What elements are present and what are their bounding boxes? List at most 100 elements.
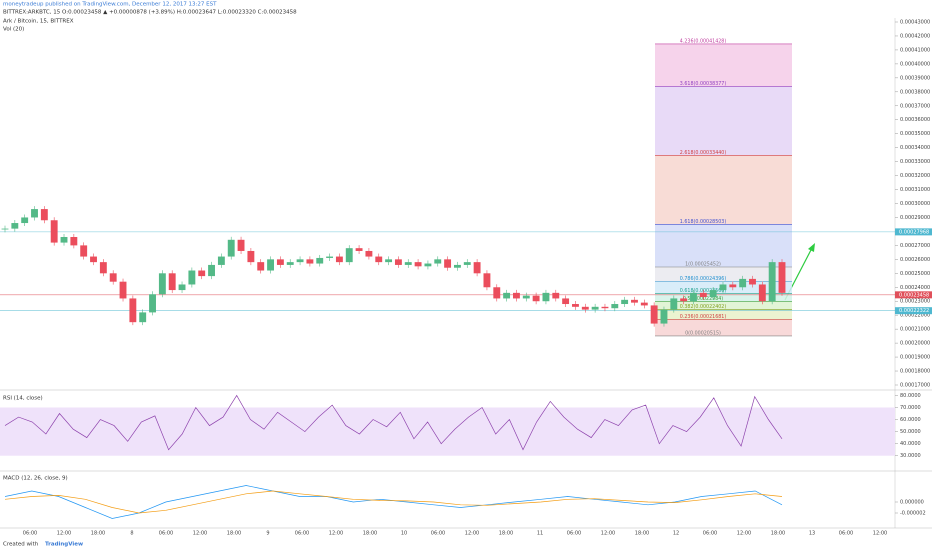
candle [70, 237, 78, 246]
candle [178, 284, 186, 291]
candle [562, 298, 570, 305]
fib-zone [655, 266, 792, 282]
rsi-tick-label: 60.0000 [900, 417, 921, 423]
candle [680, 298, 688, 302]
price-tick-label: 0.00029000 [900, 215, 930, 221]
candle [208, 264, 215, 277]
candle [385, 259, 393, 263]
candle [168, 273, 176, 291]
price-tick-label: 0.00040000 [900, 61, 930, 67]
price-marker-badge [895, 291, 932, 299]
candle [670, 298, 678, 310]
fib-label: 0.236(0.00021681) [680, 314, 727, 320]
candle [522, 295, 530, 299]
candle [483, 273, 491, 288]
fib-label: 4.236(0.00041428) [680, 38, 727, 44]
time-label: 06:00 [567, 531, 581, 537]
price-tick-label: 0.00031000 [900, 187, 930, 193]
time-label: 12:00 [465, 531, 479, 537]
candle [513, 292, 520, 299]
candle [267, 259, 274, 271]
fib-label: 3.618(0.00038377) [680, 81, 727, 87]
candle [119, 281, 127, 299]
time-label: 12:00 [57, 531, 71, 537]
price-tick-label: 0.00026000 [900, 257, 930, 263]
time-label: 06:00 [703, 531, 717, 537]
candle [326, 256, 334, 258]
candle [257, 262, 265, 271]
macd-line [4, 490, 783, 514]
candle [758, 284, 766, 302]
price-tick-label: 0.00042000 [900, 33, 930, 39]
price-marker-label: 0.00027968 [899, 229, 929, 235]
time-label: 12:00 [329, 531, 343, 537]
candle [473, 262, 481, 274]
time-label: 18:00 [771, 531, 785, 537]
candle [90, 256, 97, 263]
candle [217, 256, 225, 265]
candle [139, 312, 147, 323]
candle [778, 262, 786, 293]
price-tick-label: 0.00032000 [900, 173, 930, 179]
candle [355, 248, 363, 251]
candle [50, 220, 58, 243]
fib-label: 0(0.00020515) [685, 330, 721, 336]
price-tick-label: 0.00037000 [900, 103, 930, 109]
candle [227, 239, 235, 257]
price-tick-label: 0.00043000 [900, 20, 930, 26]
candle [453, 264, 461, 268]
candle [601, 306, 609, 309]
time-label: 06:00 [431, 531, 445, 537]
rsi-tick-label: 70.0000 [900, 405, 921, 411]
candle [709, 290, 717, 298]
candle [404, 262, 412, 265]
candle [129, 298, 137, 323]
volume-label: Vol (20) [3, 27, 24, 33]
candle [463, 262, 471, 265]
price-tick-label: 0.00025000 [900, 271, 930, 277]
candle [335, 256, 343, 263]
candle [11, 223, 19, 229]
macd-tick-label: 0.000000 [900, 500, 924, 506]
fib-label: 0.786(0.00024396) [680, 276, 727, 282]
time-label: 12:00 [193, 531, 207, 537]
price-marker-label: 0.00023458 [899, 292, 929, 298]
candle [365, 250, 373, 257]
price-tick-label: 0.00035000 [900, 131, 930, 137]
time-label: 18:00 [227, 531, 241, 537]
candle [650, 305, 658, 324]
time-label: 18:00 [91, 531, 105, 537]
fib-zone [655, 319, 792, 336]
price-tick-label: 0.00036000 [900, 117, 930, 123]
footer-brand[interactable]: TradingView [45, 542, 83, 548]
price-marker-badge [895, 307, 932, 315]
candle [99, 262, 107, 274]
candle [60, 237, 68, 243]
time-label: 9 [266, 531, 269, 537]
price-tick-label: 0.00024000 [900, 285, 930, 291]
fib-zone [655, 155, 792, 225]
price-tick-label: 0.00017000 [900, 383, 930, 389]
rsi-band [0, 407, 895, 456]
rsi-tick-label: 80.0000 [900, 393, 921, 399]
fib-label: 0.382(0.00022402) [680, 304, 727, 310]
price-tick-label: 0.00020000 [900, 341, 930, 347]
fib-zone [655, 301, 792, 310]
price-tick-label: 0.00038000 [900, 89, 930, 95]
fib-zone [655, 309, 792, 320]
fib-label: 1.618(0.00028503) [680, 219, 727, 225]
candle [188, 270, 196, 285]
candle [503, 292, 511, 299]
rsi-tick-label: 30.0000 [900, 453, 921, 459]
candle [345, 248, 353, 263]
time-label: 06:00 [295, 531, 309, 537]
time-label: 12:00 [737, 531, 751, 537]
candle [158, 273, 166, 295]
candle [532, 295, 540, 302]
candle [296, 259, 304, 263]
price-tick-label: 0.00021000 [900, 327, 930, 333]
candle [247, 250, 255, 263]
price-tick-label: 0.00027000 [900, 243, 930, 249]
candle [316, 257, 324, 264]
